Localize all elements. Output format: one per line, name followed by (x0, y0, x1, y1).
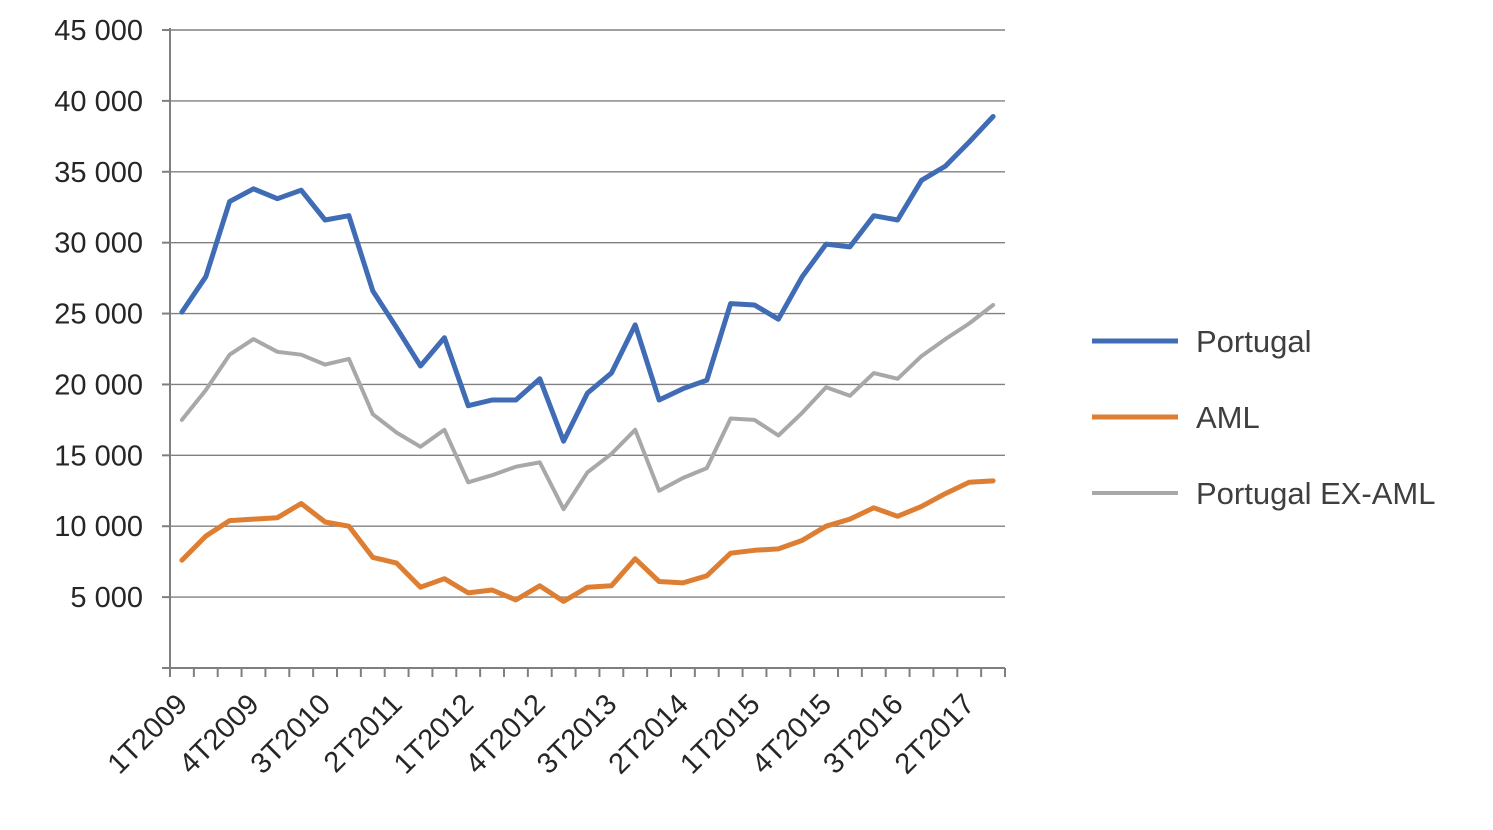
x-axis-tick-label: 3T2013 (531, 688, 623, 780)
y-axis-tick-label: 40 000 (54, 86, 143, 118)
y-axis-tick-label: 10 000 (54, 511, 143, 543)
x-axis-tick-label: 3T2010 (245, 688, 337, 780)
x-axis-tick-label: 4T2009 (173, 688, 265, 780)
x-axis-tick-label: 4T2012 (460, 688, 552, 780)
x-axis-tick-label: 1T2015 (674, 688, 766, 780)
series-line-portugal (179, 114, 996, 444)
x-axis-tick-label: 2T2017 (889, 688, 981, 780)
legend-label-portugal: Portugal (1196, 324, 1311, 359)
y-axis-tick-label: 20 000 (54, 369, 143, 401)
y-axis-tick-label: 45 000 (54, 15, 143, 47)
y-axis-tick-label: 15 000 (54, 440, 143, 472)
x-axis-tick-label: 2T2014 (603, 688, 695, 780)
x-axis-tick-label: 1T2009 (102, 688, 194, 780)
x-axis-tick-label: 4T2015 (746, 688, 838, 780)
series-line-aml (179, 478, 996, 604)
y-axis-tick-label: 30 000 (54, 228, 143, 260)
y-axis-tick-label: 35 000 (54, 157, 143, 189)
x-axis-tick-label: 1T2012 (388, 688, 480, 780)
legend-label-portugal-ex-aml: Portugal EX-AML (1196, 476, 1436, 511)
legend-label-aml: AML (1196, 400, 1260, 435)
x-axis-tick-label: 3T2016 (817, 688, 909, 780)
y-axis-tick-label: 5 000 (70, 582, 143, 614)
series-line-portugal-ex-aml (179, 303, 996, 512)
y-axis-tick-label: 25 000 (54, 299, 143, 331)
